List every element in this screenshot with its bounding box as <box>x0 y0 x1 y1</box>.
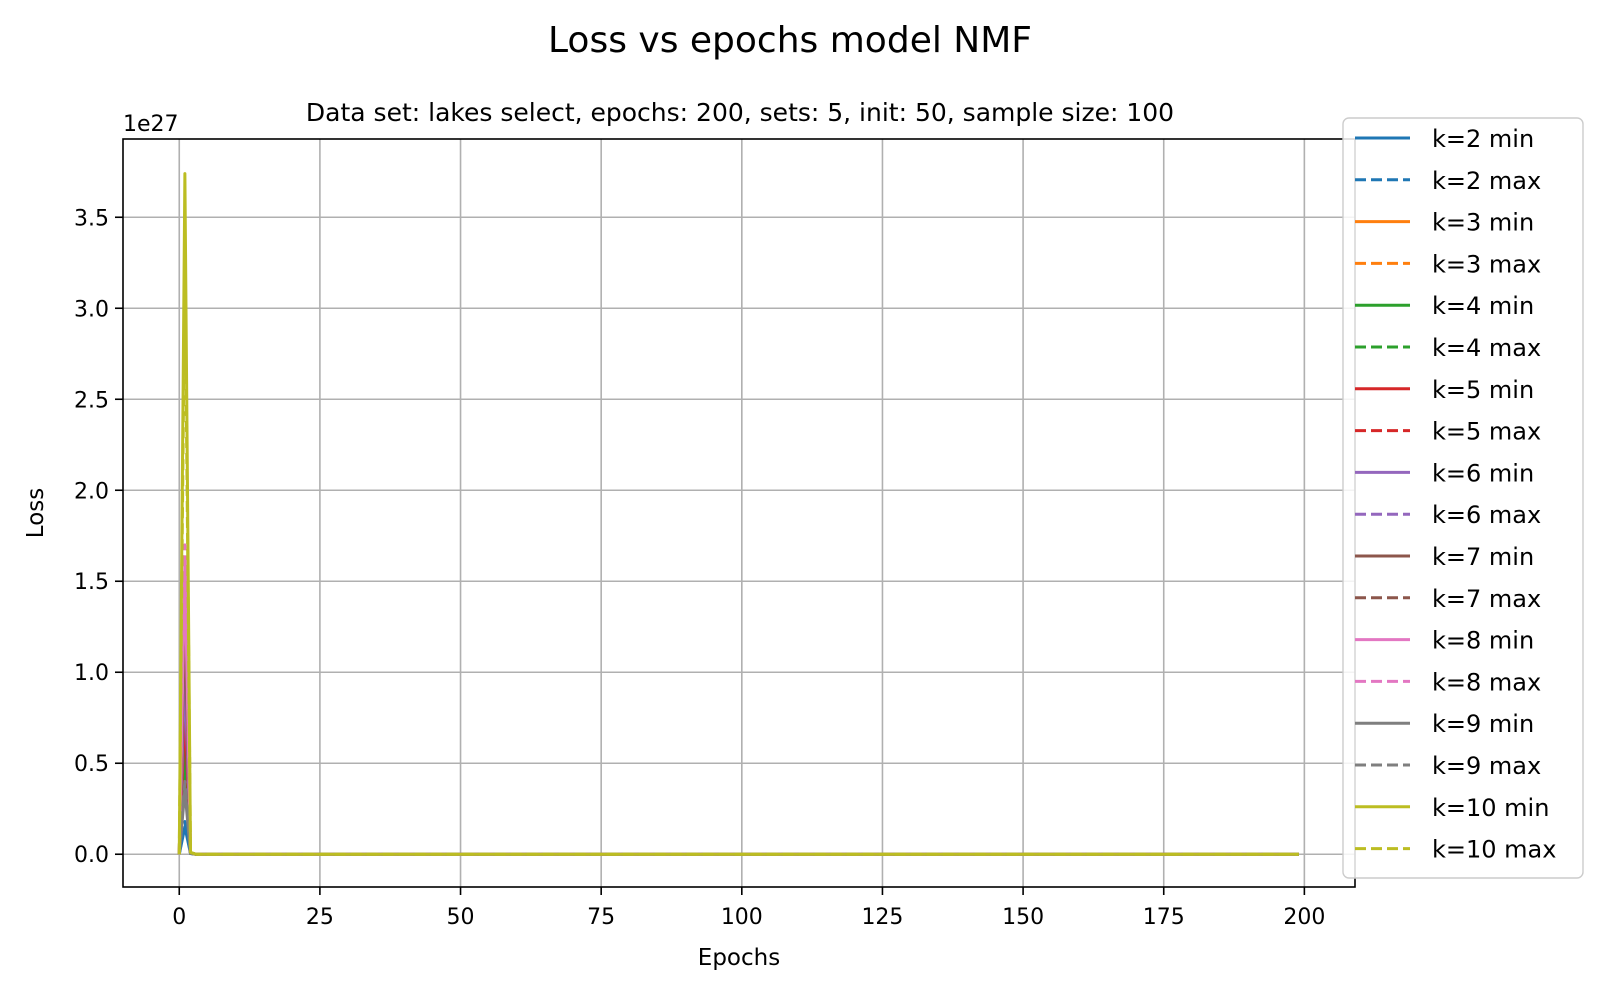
series-line <box>177 707 1299 856</box>
legend-label: k=10 min <box>1432 794 1549 822</box>
series-line <box>177 698 1299 856</box>
series-line <box>177 252 1299 856</box>
y-tick-label: 3.0 <box>74 297 109 322</box>
series-line <box>177 779 1299 856</box>
legend: k=2 min k=2 max k=3 min k=3 max k=4 min k=4 m… <box>1342 117 1584 879</box>
series-line <box>177 543 1299 856</box>
chart-title: Loss vs epochs model NMF <box>548 20 1032 61</box>
x-axis-label: Epochs <box>698 945 780 971</box>
plot-frame <box>122 138 1356 888</box>
series-line <box>177 597 1299 856</box>
legend-label: k=5 max <box>1432 418 1541 446</box>
legend-label: k=4 min <box>1432 292 1534 320</box>
legend-label: k=9 max <box>1432 752 1541 780</box>
series-line <box>177 752 1299 856</box>
series-line <box>177 616 1299 856</box>
x-tick-label: 100 <box>721 905 763 930</box>
y-tick-label: 2.0 <box>74 479 109 504</box>
legend-label: k=3 min <box>1432 209 1534 237</box>
series-line <box>177 770 1299 856</box>
legend-label: k=7 min <box>1432 543 1534 571</box>
x-tick-label: 75 <box>587 905 615 930</box>
legend-label: k=9 min <box>1432 710 1534 738</box>
series-line <box>177 172 1299 856</box>
y-tick-label: 0.0 <box>74 843 109 868</box>
x-tick-label: 175 <box>1143 905 1185 930</box>
x-tick-label: 150 <box>1002 905 1044 930</box>
series-line <box>177 819 1299 856</box>
y-offset-text: 1e27 <box>123 112 179 137</box>
y-tick-label: 2.5 <box>74 388 109 413</box>
legend-label: k=8 min <box>1432 627 1534 655</box>
series-line <box>177 652 1299 856</box>
legend-label: k=2 max <box>1432 167 1541 195</box>
x-tick-label: 200 <box>1283 905 1325 930</box>
series-group <box>177 172 1299 856</box>
legend-label: k=2 min <box>1432 125 1534 153</box>
legend-label: k=6 min <box>1432 459 1534 487</box>
series-line <box>177 561 1299 856</box>
y-axis-label: Loss <box>23 488 49 538</box>
legend-label: k=4 max <box>1432 334 1541 362</box>
series-line <box>177 743 1299 856</box>
legend-label: k=6 max <box>1432 501 1541 529</box>
series-line <box>177 779 1299 856</box>
legend-label: k=7 max <box>1432 585 1541 613</box>
chart-subtitle: Data set: lakes select, epochs: 200, set… <box>306 98 1174 127</box>
x-axis-ticks: 0 25 50 75 100 125 150 175 200 <box>172 887 1325 930</box>
y-axis-ticks: 0.0 0.5 1.0 1.5 2.0 2.5 3.0 3.5 <box>74 206 123 868</box>
legend-label: k=5 min <box>1432 376 1534 404</box>
y-tick-label: 1.5 <box>74 570 109 595</box>
y-tick-label: 0.5 <box>74 752 109 777</box>
series-line <box>177 789 1299 856</box>
y-tick-label: 1.0 <box>74 661 109 686</box>
legend-label: k=10 max <box>1432 836 1556 864</box>
x-tick-label: 125 <box>861 905 903 930</box>
legend-label: k=8 max <box>1432 668 1541 696</box>
grid <box>123 139 1355 887</box>
x-tick-label: 25 <box>306 905 334 930</box>
legend-box <box>1342 117 1584 879</box>
x-tick-label: 50 <box>447 905 475 930</box>
legend-label: k=3 max <box>1432 250 1541 278</box>
series-line <box>177 825 1299 856</box>
x-tick-label: 0 <box>172 905 186 930</box>
y-tick-label: 3.5 <box>74 206 109 231</box>
